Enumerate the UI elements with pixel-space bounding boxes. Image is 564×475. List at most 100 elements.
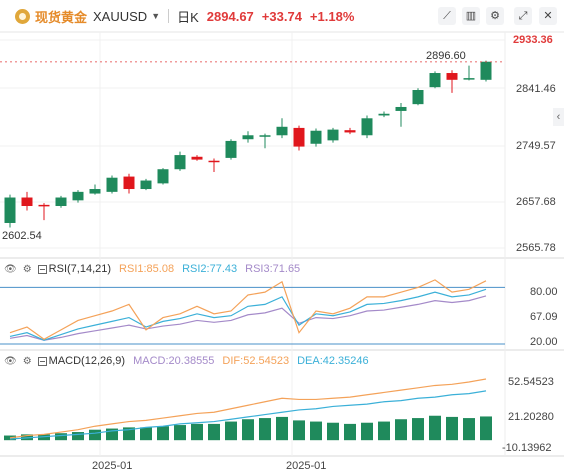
- rsi2-value: RSI2:77.43: [182, 263, 238, 275]
- macd-histogram-bar: [446, 416, 458, 441]
- macd-value: MACD:20.38555: [133, 355, 215, 367]
- macd-histogram-bar: [123, 427, 135, 441]
- chevron-down-icon[interactable]: ▼: [151, 11, 161, 21]
- candle-body: [106, 177, 118, 192]
- candle-body: [395, 106, 407, 111]
- settings-icon[interactable]: ⚙: [486, 7, 504, 25]
- divider: [168, 9, 170, 23]
- candle-body: [361, 118, 373, 136]
- rsi-axis-label: 20.00: [530, 336, 558, 348]
- rsi-legend: 👁 ⚙ RSI(7,14,21) RSI1:85.08 RSI2:77.43 R…: [0, 262, 300, 276]
- candle-body: [293, 127, 305, 147]
- settings-icon[interactable]: ⚙: [22, 355, 32, 367]
- settings-icon[interactable]: ⚙: [22, 263, 32, 275]
- close-icon[interactable]: ✕: [539, 7, 557, 25]
- candle-body: [157, 169, 169, 184]
- rsi1-line: [9, 279, 487, 340]
- macd-histogram-bar: [463, 418, 475, 441]
- rsi2-line: [9, 288, 487, 341]
- macd-histogram-bar: [106, 428, 118, 441]
- candle-body: [327, 129, 339, 141]
- macd-histogram-bar: [191, 423, 203, 441]
- macd-title: MACD(12,26,9): [48, 355, 126, 367]
- candle-body: [310, 130, 322, 144]
- candle-body: [412, 89, 424, 105]
- macd-axis-label: -10.13962: [502, 442, 552, 454]
- collapse-box-icon[interactable]: [37, 264, 47, 274]
- candle-body: [480, 61, 492, 80]
- candle-body: [21, 197, 33, 207]
- candle-body: [174, 155, 186, 170]
- price-change: +33.74: [261, 8, 302, 24]
- instrument-name: 现货黄金: [35, 9, 88, 25]
- candle-body: [208, 160, 220, 163]
- candle-body: [140, 180, 152, 190]
- price-axis-label: 2657.68: [516, 196, 556, 208]
- macd-legend: 👁 ⚙ MACD(12,26,9) MACD:20.38555 DIF:52.5…: [0, 354, 369, 368]
- collapse-box-icon[interactable]: [37, 356, 47, 366]
- candle-body: [276, 126, 288, 136]
- macd-histogram-bar: [174, 425, 186, 441]
- candle-body: [123, 176, 135, 190]
- low-price-label: 2602.54: [2, 230, 42, 242]
- macd-histogram-bar: [429, 415, 441, 441]
- candle-body: [55, 197, 67, 207]
- rsi-axis-label: 67.09: [530, 311, 558, 323]
- macd-histogram-bar: [225, 421, 237, 441]
- macd-histogram-bar: [293, 420, 305, 441]
- price-axis-label: 2933.36: [513, 34, 553, 46]
- timeframe-label[interactable]: 日K: [177, 9, 199, 25]
- chart-type-icon[interactable]: ▥: [462, 7, 480, 25]
- macd-histogram-bar: [412, 418, 424, 441]
- candle-body: [446, 73, 458, 80]
- candle-body: [4, 197, 16, 223]
- eye-icon[interactable]: 👁: [4, 355, 17, 367]
- candle-body: [191, 156, 203, 160]
- price-axis-label: 2565.78: [516, 242, 556, 254]
- macd-histogram-bar: [310, 421, 322, 441]
- macd-histogram-bar: [259, 418, 271, 441]
- rsi3-line: [9, 295, 487, 341]
- rsi3-value: RSI3:71.65: [245, 263, 301, 275]
- high-price-label: 2896.60: [426, 50, 466, 62]
- dif-line: [9, 378, 487, 439]
- time-axis-label: 2025-01: [92, 460, 133, 472]
- eye-icon[interactable]: 👁: [4, 263, 17, 275]
- macd-histogram-bar: [344, 423, 356, 441]
- price-change-percent: +1.18%: [309, 8, 355, 24]
- macd-histogram-bar: [361, 422, 373, 441]
- macd-histogram-bar: [157, 426, 169, 441]
- candle-body: [259, 135, 271, 137]
- gold-logo-icon: [15, 8, 30, 24]
- macd-histogram-bar: [395, 419, 407, 441]
- candle-body: [344, 130, 356, 133]
- price-axis-label: 2749.57: [516, 140, 556, 152]
- price-axis-label: 2841.46: [516, 83, 556, 95]
- macd-axis-label: 52.54523: [508, 376, 554, 388]
- dea-line: [9, 390, 487, 440]
- candle-body: [242, 135, 254, 140]
- candle-body: [72, 191, 84, 201]
- candle-body: [463, 78, 475, 80]
- macd-histogram-bar: [327, 422, 339, 441]
- rsi1-value: RSI1:85.08: [119, 263, 175, 275]
- macd-axis-label: 21.20280: [508, 411, 554, 423]
- macd-histogram-bar: [378, 421, 390, 441]
- rsi-axis-label: 80.00: [530, 286, 558, 298]
- candle-body: [38, 204, 50, 207]
- macd-histogram-bar: [208, 423, 220, 441]
- candle-body: [89, 189, 101, 194]
- collapse-panel-icon[interactable]: ‹: [553, 108, 564, 126]
- macd-histogram-bar: [55, 433, 67, 441]
- fullscreen-icon[interactable]: ⤢: [514, 7, 532, 25]
- symbol-label[interactable]: XAUUSD: [93, 8, 148, 24]
- dea-value: DEA:42.35246: [297, 355, 369, 367]
- line-draw-icon[interactable]: ⟋: [438, 7, 456, 25]
- rsi-title: RSI(7,14,21): [48, 263, 112, 275]
- macd-histogram-bar: [276, 416, 288, 441]
- dif-value: DIF:52.54523: [222, 355, 290, 367]
- candle-body: [225, 140, 237, 158]
- candle-body: [429, 73, 441, 88]
